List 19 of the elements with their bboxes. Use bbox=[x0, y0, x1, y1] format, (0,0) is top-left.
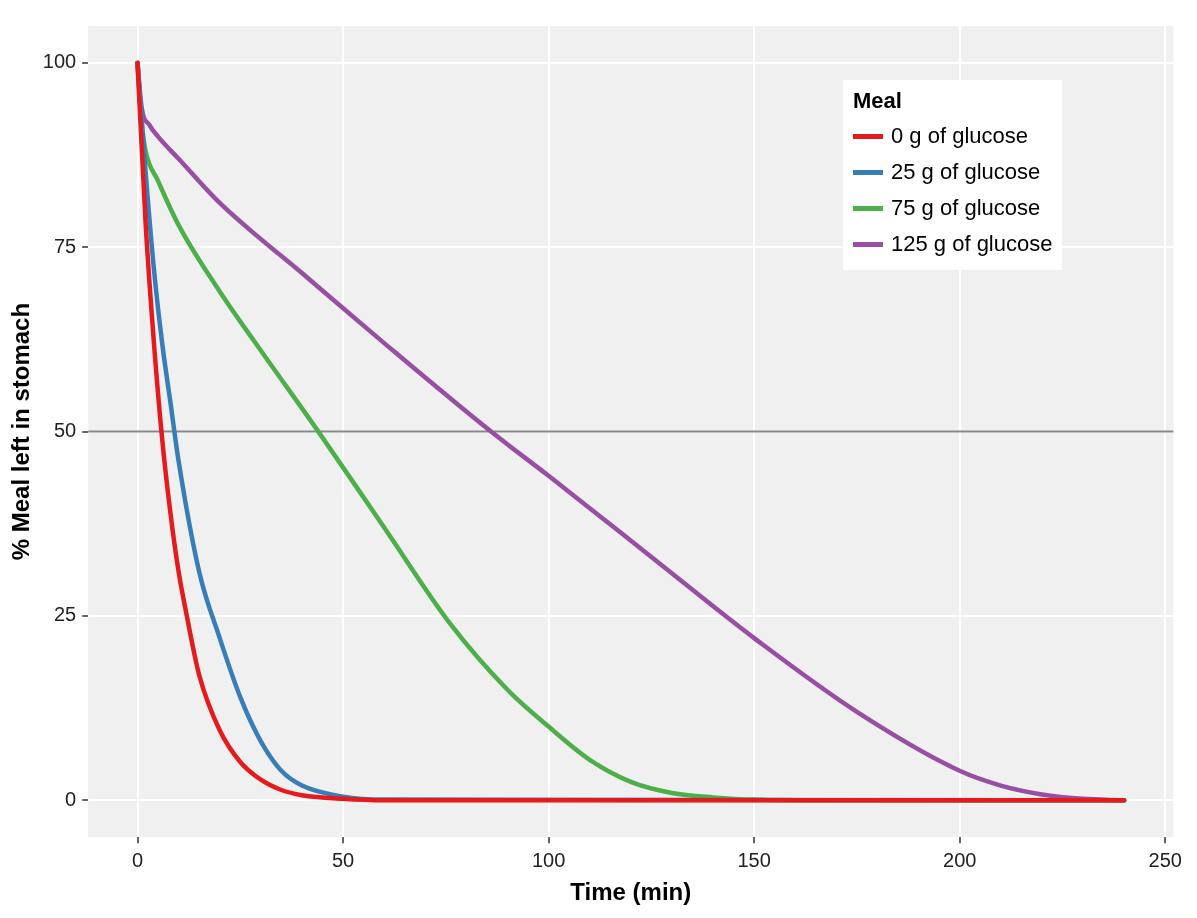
legend-label: 125 g of glucose bbox=[891, 231, 1053, 257]
x-tick-label: 250 bbox=[1148, 848, 1182, 871]
y-tick-label: 100 bbox=[42, 50, 77, 73]
y-tick-label: 25 bbox=[53, 603, 77, 626]
y-tick-label: 0 bbox=[65, 787, 77, 810]
y-tick-label: 75 bbox=[53, 234, 77, 257]
legend-label: 25 g of glucose bbox=[891, 159, 1041, 185]
x-tick-label: 200 bbox=[943, 848, 977, 871]
line-series bbox=[135, 60, 1127, 803]
legend-title: Meal bbox=[853, 88, 903, 114]
x-axis-title: Time (min) bbox=[570, 878, 692, 906]
x-tick-label: 0 bbox=[131, 848, 144, 871]
legend-label: 0 g of glucose bbox=[891, 123, 1028, 149]
legend-label: 75 g of glucose bbox=[891, 195, 1041, 221]
y-tick-label: 50 bbox=[53, 419, 77, 442]
x-tick-label: 150 bbox=[737, 848, 771, 871]
x-tick-label: 100 bbox=[531, 848, 566, 871]
x-tick-label: 50 bbox=[331, 848, 355, 871]
y-axis-title: % Meal left in stomach bbox=[7, 302, 35, 561]
